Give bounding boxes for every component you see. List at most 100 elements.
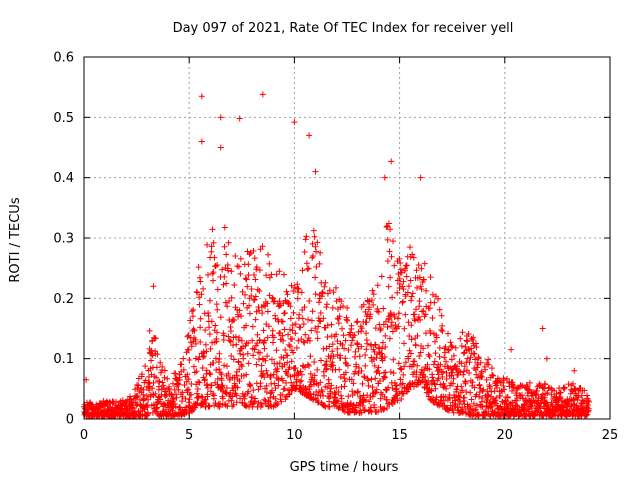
data-point	[262, 357, 269, 364]
x-tick-label: 25	[602, 428, 619, 443]
data-point	[340, 332, 347, 339]
data-point	[425, 377, 432, 384]
data-point	[381, 374, 388, 381]
data-point	[458, 360, 465, 367]
data-point	[272, 315, 279, 322]
data-point	[249, 323, 256, 330]
data-point	[386, 335, 393, 342]
data-point	[260, 327, 267, 334]
data-point	[342, 369, 349, 376]
data-point	[380, 406, 387, 413]
data-point	[317, 379, 324, 386]
data-point	[359, 402, 366, 409]
data-point	[201, 376, 208, 383]
data-point	[383, 223, 390, 230]
data-point	[459, 329, 466, 336]
data-point	[363, 319, 370, 326]
data-point	[405, 319, 412, 326]
data-point	[259, 91, 266, 98]
data-point	[425, 389, 432, 396]
data-point	[362, 351, 369, 358]
data-point	[336, 366, 343, 373]
data-point	[401, 340, 408, 347]
data-point	[369, 287, 376, 294]
data-point	[164, 375, 171, 382]
data-point	[322, 279, 329, 286]
data-point	[193, 368, 200, 375]
data-point	[144, 412, 151, 419]
data-point	[266, 260, 273, 267]
data-point	[455, 393, 462, 400]
data-point	[356, 399, 363, 406]
data-point	[416, 274, 423, 281]
data-point	[418, 265, 425, 272]
data-point	[278, 398, 285, 405]
data-point	[187, 317, 194, 324]
data-point	[231, 282, 238, 289]
data-point	[310, 253, 317, 260]
data-point	[213, 301, 220, 308]
data-point	[240, 300, 247, 307]
data-point	[308, 317, 315, 324]
data-point	[373, 386, 380, 393]
data-point	[261, 337, 268, 344]
data-point	[578, 392, 585, 399]
data-point	[249, 401, 256, 408]
data-point	[471, 407, 478, 414]
data-point	[227, 375, 234, 382]
data-point	[213, 329, 220, 336]
data-point	[268, 356, 275, 363]
data-point	[198, 138, 205, 145]
data-point	[223, 363, 230, 370]
data-point	[251, 346, 258, 353]
data-point	[225, 267, 232, 274]
data-point	[361, 373, 368, 380]
data-point	[455, 371, 462, 378]
data-point	[344, 317, 351, 324]
data-point	[470, 400, 477, 407]
data-point	[351, 353, 358, 360]
data-point	[236, 307, 243, 314]
data-point	[197, 324, 204, 331]
data-point	[548, 391, 555, 398]
data-point	[544, 390, 551, 397]
data-point	[287, 303, 294, 310]
data-point	[337, 304, 344, 311]
data-point	[431, 358, 438, 365]
data-point	[326, 403, 333, 410]
data-point	[311, 372, 318, 379]
data-point	[287, 343, 294, 350]
data-point	[571, 367, 578, 374]
data-point	[194, 289, 201, 296]
data-point	[345, 393, 352, 400]
data-point	[223, 390, 230, 397]
data-point	[338, 383, 345, 390]
data-point	[362, 362, 369, 369]
data-point	[136, 396, 143, 403]
data-point	[402, 265, 409, 272]
data-point	[146, 387, 153, 394]
data-point	[405, 355, 412, 362]
data-point	[370, 301, 377, 308]
data-point	[220, 281, 227, 288]
data-point	[261, 374, 268, 381]
data-point	[264, 300, 271, 307]
data-point	[426, 305, 433, 312]
data-point	[252, 342, 259, 349]
data-point	[209, 391, 216, 398]
data-point	[223, 280, 230, 287]
data-point	[180, 366, 187, 373]
data-point	[395, 323, 402, 330]
data-point	[399, 380, 406, 387]
data-point	[366, 304, 373, 311]
data-point	[193, 401, 200, 408]
data-point	[307, 353, 314, 360]
data-point	[410, 254, 417, 261]
data-point	[389, 328, 396, 335]
data-point	[381, 354, 388, 361]
data-point	[390, 369, 397, 376]
data-point	[156, 378, 163, 385]
data-point	[219, 395, 226, 402]
data-point	[269, 387, 276, 394]
